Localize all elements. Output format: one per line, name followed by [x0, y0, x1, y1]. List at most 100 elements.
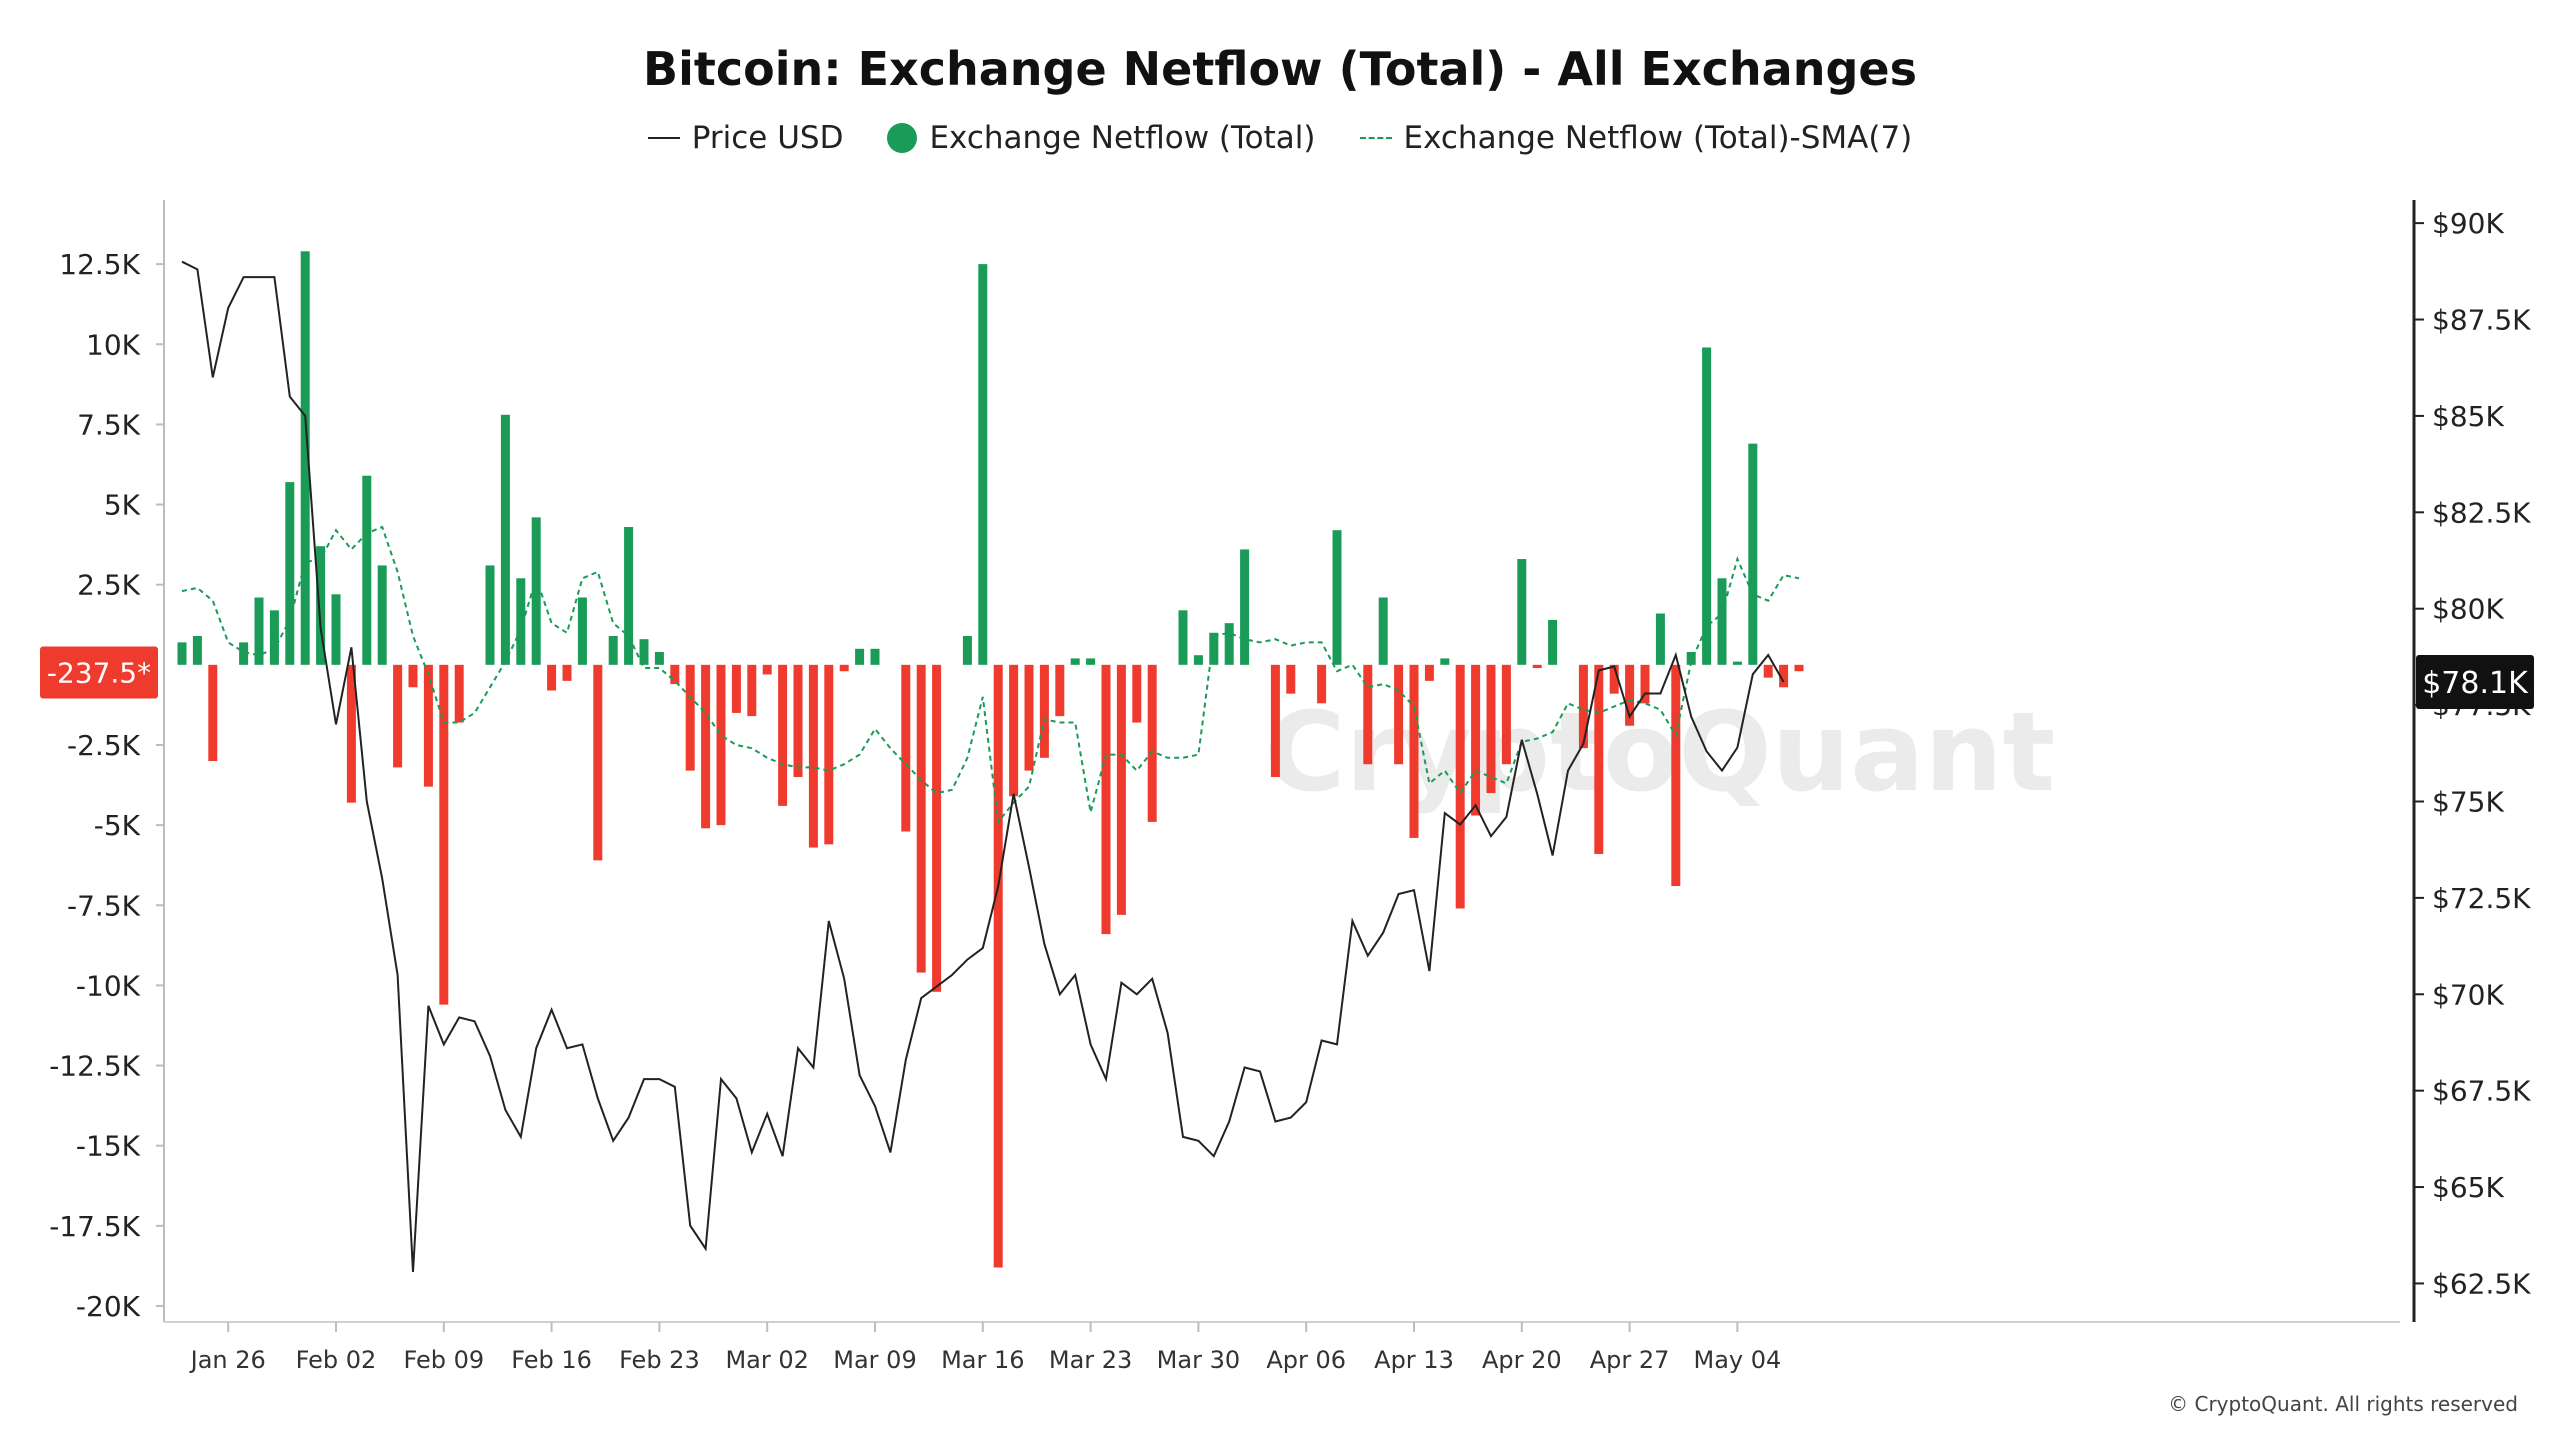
price-line-swatch-icon [647, 137, 680, 139]
netflow-bar [1363, 664, 1373, 765]
netflow-bar [1763, 664, 1773, 678]
right-axis-tick-label: $75K [2432, 785, 2504, 818]
netflow-bar [855, 648, 865, 665]
netflow-bar [1455, 664, 1465, 909]
netflow-bar [1055, 664, 1065, 717]
netflow-bar [500, 414, 510, 665]
netflow-bar [716, 664, 726, 826]
sma-dashed-swatch-icon [1359, 137, 1392, 139]
current-netflow-label: -237.5* [47, 656, 151, 689]
x-axis-tick-label: Apr 13 [1374, 1346, 1454, 1374]
netflow-bar [393, 664, 403, 768]
chart-title: Bitcoin: Exchange Netflow (Total) - All … [643, 42, 1917, 96]
netflow-bar [1686, 652, 1696, 665]
netflow-bar [593, 664, 603, 861]
netflow-bar [1671, 664, 1681, 887]
sma-line [181, 525, 1800, 825]
netflow-bar [1132, 664, 1142, 723]
netflow-bar [285, 482, 295, 665]
right-axis-tick-label: $62.5K [2432, 1267, 2531, 1300]
left-axis-tick-label: 12.5K [59, 248, 140, 281]
netflow-bar [454, 664, 464, 723]
netflow-bar [1779, 664, 1789, 688]
netflow-bar [670, 664, 680, 685]
right-axis-tick-label: $65K [2432, 1171, 2504, 1204]
current-price-label: $78.1K [2422, 666, 2529, 701]
copyright-credit: © CryptoQuant. All rights reserved [2168, 1392, 2518, 1416]
netflow-bar [577, 597, 587, 665]
right-axis-tick-label: $67.5K [2432, 1075, 2531, 1108]
price-line [181, 260, 1785, 1272]
netflow-bar [423, 664, 433, 787]
watermark-logo: CryptoQuant [1265, 688, 2056, 816]
netflow-bar [1409, 664, 1419, 838]
netflow-bar [531, 517, 541, 665]
right-axis-tick-label: $70K [2432, 978, 2504, 1011]
legend-item-price[interactable]: Price USD [647, 120, 844, 156]
netflow-bar [916, 664, 926, 973]
netflow-bar [1209, 632, 1219, 665]
netflow-bar [1224, 623, 1234, 665]
netflow-bar [962, 635, 972, 665]
x-axis-tick-label: Apr 20 [1482, 1346, 1562, 1374]
netflow-bar [177, 642, 187, 665]
netflow-bar [701, 664, 711, 829]
netflow-bar [624, 526, 634, 665]
right-axis-tick-label: $85K [2432, 400, 2504, 433]
x-axis-tick-label: Mar 02 [725, 1346, 808, 1374]
netflow-bar [254, 597, 264, 665]
netflow-bar [239, 642, 249, 665]
x-axis-tick-label: May 04 [1694, 1346, 1782, 1374]
netflow-bar [1240, 549, 1250, 665]
netflow-bar [1101, 664, 1111, 935]
x-axis-tick-label: Apr 27 [1590, 1346, 1670, 1374]
left-axis-tick-label: -10K [76, 969, 141, 1002]
netflow-bar [1501, 664, 1511, 765]
x-axis-tick-label: Jan 26 [189, 1346, 266, 1374]
left-axis-tick-label: -15K [76, 1130, 141, 1163]
netflow-bar [269, 610, 279, 665]
netflow-bar [1548, 619, 1558, 665]
x-axis-tick-label: Apr 06 [1266, 1346, 1346, 1374]
netflow-bar [1517, 559, 1527, 665]
netflow-bar [208, 664, 218, 761]
left-axis-tick-label: 2.5K [77, 569, 141, 602]
netflow-bar [331, 594, 341, 665]
legend-item-netflow[interactable]: Exchange Netflow (Total) [887, 120, 1316, 156]
netflow-bar [547, 664, 557, 691]
netflow-bar [824, 664, 834, 845]
legend-label-price: Price USD [691, 120, 844, 156]
netflow-bar [1732, 661, 1742, 665]
x-axis-tick-label: Feb 16 [511, 1346, 592, 1374]
netflow-bar [870, 648, 880, 665]
netflow-bar [1640, 664, 1650, 704]
netflow-bar [1193, 655, 1203, 665]
right-axis-tick-label: $87.5K [2432, 304, 2531, 337]
netflow-bar [1717, 578, 1727, 665]
netflow-bar [1625, 664, 1635, 726]
netflow-bar [1039, 664, 1049, 758]
x-axis-tick-label: Feb 09 [403, 1346, 484, 1374]
legend-item-sma[interactable]: Exchange Netflow (Total)-SMA(7) [1359, 120, 1912, 156]
left-axis-tick-label: -5K [94, 809, 141, 842]
netflow-bar [408, 664, 418, 688]
right-axis-tick-label: $90K [2432, 207, 2504, 240]
right-axis-tick-label: $80K [2432, 593, 2504, 626]
netflow-bar [932, 664, 942, 992]
x-axis-tick-label: Mar 16 [941, 1346, 1024, 1374]
netflow-bar [639, 639, 649, 665]
netflow-bar [1655, 613, 1665, 665]
netflow-bar [1578, 664, 1588, 749]
netflow-bar [1594, 664, 1604, 854]
netflow-bar [1317, 664, 1327, 704]
left-axis-tick-label: -12.5K [49, 1050, 140, 1083]
left-axis-tick-label: 10K [86, 328, 141, 361]
netflow-bar [778, 664, 788, 806]
x-axis-tick-label: Mar 09 [833, 1346, 916, 1374]
current-netflow-badge: -237.5* [40, 646, 158, 699]
netflow-bar [1332, 530, 1342, 665]
netflow-bar [1024, 664, 1034, 771]
left-axis-tick-label: 5K [104, 489, 141, 522]
left-axis-tick-label: -2.5K [67, 729, 141, 762]
